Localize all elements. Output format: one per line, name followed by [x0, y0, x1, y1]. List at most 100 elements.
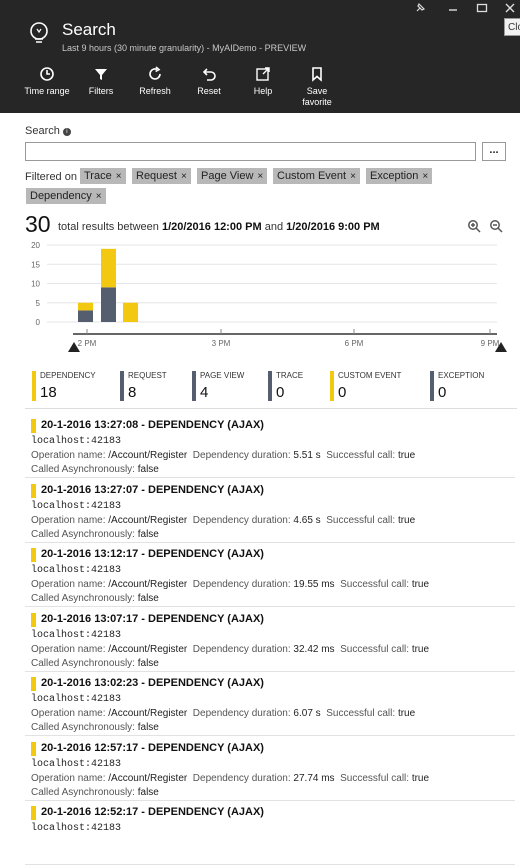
reset-button[interactable]: Reset	[182, 66, 236, 97]
filters-label: Filters	[88, 86, 114, 96]
remove-icon[interactable]: ×	[180, 171, 187, 182]
maximize-icon[interactable]	[476, 2, 488, 17]
filter-chip-custom-event[interactable]: Custom Event ×	[273, 168, 360, 184]
result-details	[31, 837, 39, 848]
result-details: Operation name: /Account/Register Depend…	[31, 773, 430, 784]
result-title: 20-1-2016 13:12:17 - DEPENDENCY (AJAX)	[41, 548, 264, 560]
result-item[interactable]: 20-1-2016 12:52:17 - DEPENDENCY (AJAX) lo…	[25, 804, 515, 865]
result-async: Called Asynchronously: false	[31, 529, 159, 540]
divider	[25, 408, 517, 409]
dependency-marker	[31, 548, 36, 562]
help-button[interactable]: Help	[236, 66, 290, 97]
bar-request	[101, 287, 116, 322]
result-host: localhost:42183	[31, 694, 122, 705]
filters-button[interactable]: Filters	[74, 66, 128, 97]
result-host: localhost:42183	[31, 565, 122, 576]
reset-label: Reset	[197, 86, 221, 96]
results-histogram: 20 15 10 5 0 2 PM 3 PM 6 PM 9 PM	[31, 241, 507, 352]
result-details: Operation name: /Account/Register Depend…	[31, 515, 416, 526]
help-label: Help	[253, 86, 273, 96]
external-link-icon	[256, 67, 270, 81]
legend-swatch	[192, 371, 196, 401]
pin-icon[interactable]	[414, 2, 426, 17]
remove-icon[interactable]: ×	[257, 171, 264, 182]
total-results-count: 30	[25, 211, 51, 237]
legend-swatch	[268, 371, 272, 401]
minimize-icon[interactable]	[447, 2, 459, 17]
dependency-marker	[31, 484, 36, 498]
result-details: Operation name: /Account/Register Depend…	[31, 450, 416, 461]
remove-icon[interactable]: ×	[422, 171, 429, 182]
refresh-button[interactable]: Refresh	[128, 66, 182, 97]
info-icon[interactable]: i	[62, 128, 71, 136]
undo-icon	[202, 68, 216, 81]
filter-chip-page-view[interactable]: Page View ×	[197, 168, 268, 184]
result-item[interactable]: 20-1-2016 13:27:08 - DEPENDENCY (AJAX) lo…	[25, 417, 515, 478]
close-icon[interactable]	[504, 2, 516, 17]
legend-exception[interactable]: EXCEPTION 0	[430, 369, 510, 403]
range-start-handle	[68, 342, 80, 352]
filter-chip-exception[interactable]: Exception ×	[366, 168, 433, 184]
search-options-button[interactable]: ...	[482, 142, 506, 161]
zoom-out-icon[interactable]	[489, 219, 503, 233]
result-host: localhost:42183	[31, 501, 122, 512]
dependency-marker	[31, 613, 36, 627]
blade-title: Search	[62, 20, 116, 39]
result-item[interactable]: 20-1-2016 13:07:17 - DEPENDENCY (AJAX) lo…	[25, 611, 515, 672]
close-tooltip: Clo	[504, 18, 520, 36]
result-title: 20-1-2016 12:52:17 - DEPENDENCY (AJAX)	[41, 806, 264, 818]
dependency-marker	[31, 419, 36, 433]
save-favorite-button[interactable]: Save favorite	[290, 66, 344, 108]
result-item[interactable]: 20-1-2016 13:27:07 - DEPENDENCY (AJAX) lo…	[25, 482, 515, 543]
remove-icon[interactable]: ×	[95, 191, 102, 202]
y-tick-label: 0	[36, 318, 41, 327]
y-tick-label: 5	[36, 299, 41, 308]
dependency-marker	[31, 806, 36, 820]
legend-page-view[interactable]: PAGE VIEW 4	[192, 369, 272, 403]
result-host: localhost:42183	[31, 823, 122, 834]
bar-dependency	[123, 302, 138, 322]
zoom-in-icon[interactable]	[467, 219, 481, 233]
legend-swatch	[32, 371, 36, 401]
result-item[interactable]: 20-1-2016 13:12:17 - DEPENDENCY (AJAX) lo…	[25, 546, 515, 607]
filter-chip-request[interactable]: Request ×	[132, 168, 191, 184]
x-tick-label: 2 PM	[78, 339, 97, 348]
remove-icon[interactable]: ×	[350, 171, 356, 182]
search-label: Search i	[25, 125, 71, 137]
blade-header: Search Last 9 hours (30 minute granulari…	[0, 0, 520, 113]
search-input[interactable]	[25, 142, 476, 161]
y-tick-label: 20	[31, 241, 40, 250]
result-async: Called Asynchronously: false	[31, 722, 159, 733]
result-details: Operation name: /Account/Register Depend…	[31, 708, 416, 719]
result-title: 20-1-2016 12:57:17 - DEPENDENCY (AJAX)	[41, 742, 264, 754]
save-favorite-label: Save favorite	[302, 86, 332, 107]
bar-request	[78, 310, 93, 322]
result-item[interactable]: 20-1-2016 13:02:23 - DEPENDENCY (AJAX) lo…	[25, 675, 515, 736]
time-range-label: Time range	[24, 86, 70, 96]
result-details: Operation name: /Account/Register Depend…	[31, 579, 430, 590]
result-async: Called Asynchronously: false	[31, 464, 159, 475]
blade-subtitle: Last 9 hours (30 minute granularity) - M…	[62, 43, 307, 53]
legend-request[interactable]: REQUEST 8	[120, 369, 200, 403]
remove-icon[interactable]: ×	[115, 171, 122, 182]
result-host: localhost:42183	[31, 436, 122, 447]
result-async: Called Asynchronously: false	[31, 593, 159, 604]
x-tick-label: 3 PM	[212, 339, 231, 348]
legend-swatch	[330, 371, 334, 401]
result-item[interactable]: 20-1-2016 12:57:17 - DEPENDENCY (AJAX) lo…	[25, 740, 515, 801]
bookmark-icon	[312, 67, 322, 82]
y-tick-label: 15	[31, 260, 40, 269]
y-tick-label: 10	[31, 280, 40, 289]
result-details: Operation name: /Account/Register Depend…	[31, 644, 430, 655]
legend-swatch	[120, 371, 124, 401]
result-async: Called Asynchronously: false	[31, 787, 159, 798]
time-range-button[interactable]: Time range	[20, 66, 74, 97]
legend-trace[interactable]: TRACE 0	[268, 369, 348, 403]
filter-chip-dependency[interactable]: Dependency ×	[26, 188, 106, 204]
legend-custom-event[interactable]: CUSTOM EVENT 0	[330, 369, 410, 403]
lightbulb-icon	[30, 22, 48, 43]
filter-chip-trace[interactable]: Trace ×	[80, 168, 126, 184]
total-results-text: total results between 1/20/2016 12:00 PM…	[58, 221, 380, 233]
legend-dependency[interactable]: DEPENDENCY 18	[32, 369, 112, 403]
x-tick-label: 6 PM	[345, 339, 364, 348]
